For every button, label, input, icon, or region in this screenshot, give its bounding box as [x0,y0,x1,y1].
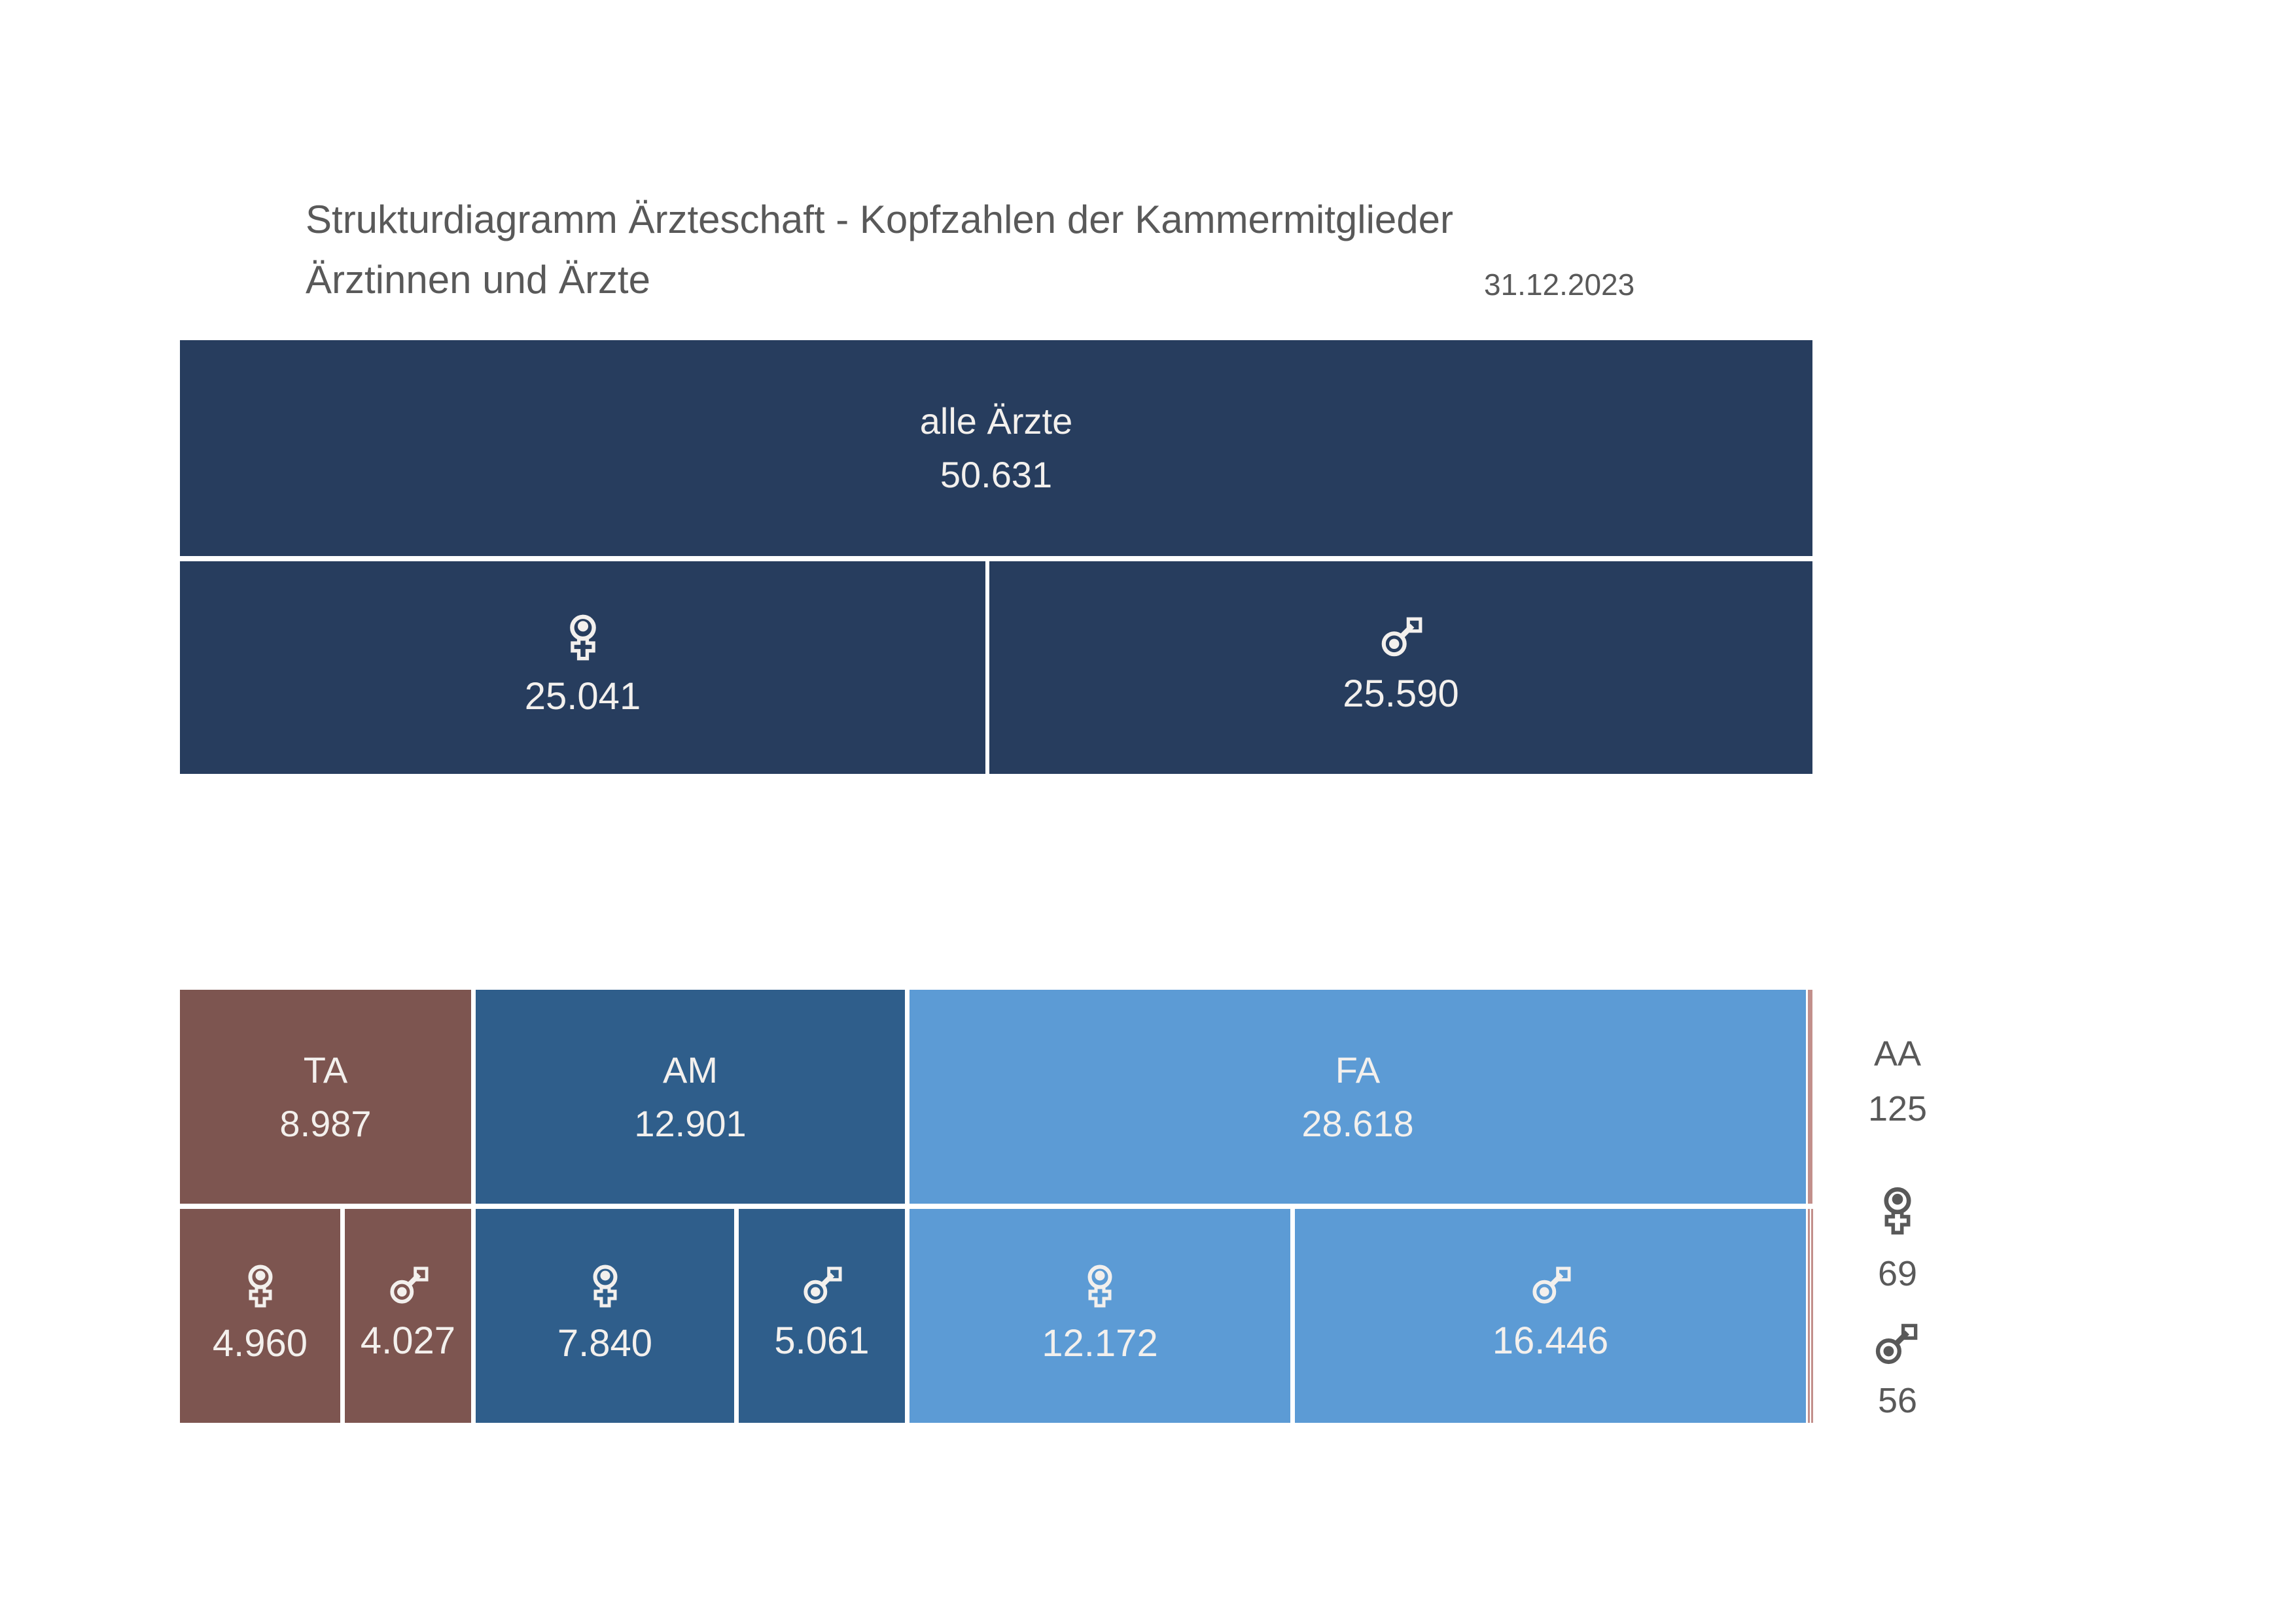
group-ta-female-value: 4.960 [212,1321,308,1365]
aa-label: AA [1873,1034,1922,1073]
group-am-value: 12.901 [634,1102,747,1144]
female-icon [248,1265,272,1307]
group-am-female-box: 7.840 [476,1209,734,1423]
aa-female-icon [1878,1185,1917,1236]
male-icon [389,1266,429,1304]
female-icon [569,614,596,661]
all-female-box: 25.041 [180,561,985,774]
aa-value: 125 [1867,1089,1928,1128]
group-ta-female-box: 4.960 [180,1209,340,1423]
group-fa-box: FA 28.618 [910,990,1806,1204]
group-fa-male-box: 16.446 [1295,1209,1806,1423]
group-ta-male-box: 4.027 [345,1209,471,1423]
group-ta-value: 8.987 [279,1102,372,1144]
all-female-value: 25.041 [524,675,641,718]
all-doctors-value: 50.631 [940,454,1053,495]
group-fa-male-value: 16.446 [1492,1319,1609,1362]
page-title: Strukturdiagramm Ärzteschaft - Kopfzahle… [306,198,1454,241]
aa-male-icon [1871,1323,1920,1367]
group-am-male-value: 5.061 [774,1319,870,1362]
page-subtitle: Ärztinnen und Ärzte [306,258,650,302]
group-am-box: AM 12.901 [476,990,905,1204]
group-am-male-box: 5.061 [739,1209,905,1423]
group-ta-box: TA 8.987 [180,990,471,1204]
group-aa-strip [1808,990,1812,1204]
group-am-label: AM [663,1049,718,1091]
group-fa-female-value: 12.172 [1042,1321,1158,1365]
group-fa-label: FA [1335,1049,1381,1091]
male-icon [804,1266,842,1304]
group-ta-label: TA [303,1049,348,1091]
all-male-value: 25.590 [1343,672,1459,715]
all-male-box: 25.590 [989,561,1812,774]
male-icon [1532,1266,1571,1304]
group-fa-value: 28.618 [1301,1102,1414,1144]
all-doctors-label: alle Ärzte [919,400,1073,442]
group-fa-female-box: 12.172 [910,1209,1290,1423]
group-am-female-value: 7.840 [557,1321,653,1365]
group-aa-male-strip [1811,1209,1813,1423]
male-icon [1381,617,1422,656]
group-aa-female-strip [1808,1209,1810,1423]
female-icon [1087,1265,1112,1307]
female-icon [593,1265,617,1307]
all-doctors-box: alle Ärzte 50.631 [180,340,1812,556]
group-ta-male-value: 4.027 [360,1319,456,1362]
aa-female-value: 69 [1877,1254,1918,1293]
aa-male-value: 56 [1877,1381,1918,1420]
report-date: 31.12.2023 [1484,268,1635,302]
